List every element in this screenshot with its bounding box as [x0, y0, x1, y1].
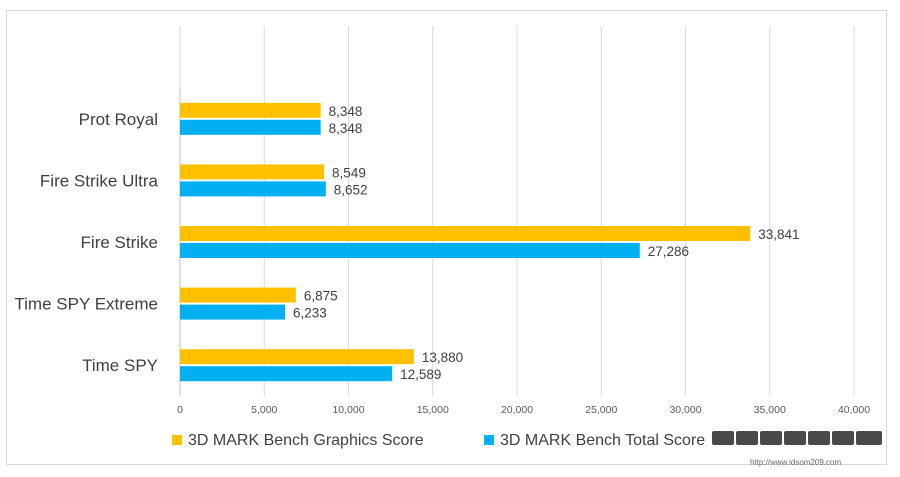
data-label: 8,348 — [329, 104, 363, 119]
total-score-bar — [180, 181, 326, 197]
graphics-score-bar — [180, 287, 296, 303]
legend-swatch-total — [484, 435, 494, 445]
legend: 3D MARK Bench Graphics Score 3D MARK Benc… — [172, 432, 705, 449]
total-score-bar — [180, 119, 321, 135]
watermark-block-3 — [760, 431, 782, 445]
data-label: 27,286 — [648, 244, 689, 259]
data-label: 12,589 — [400, 367, 441, 382]
x-tick-label: 15,000 — [417, 404, 449, 416]
watermark-block-1 — [712, 431, 734, 445]
x-tick-label: 35,000 — [754, 404, 786, 416]
legend-label-graphics: 3D MARK Bench Graphics Score — [188, 432, 424, 449]
legend-label-total: 3D MARK Bench Total Score — [500, 432, 705, 449]
watermark-block-4 — [784, 431, 806, 445]
x-tick-label: 40,000 — [838, 404, 870, 416]
x-tick-label: 0 — [177, 404, 183, 416]
x-tick-label: 25,000 — [585, 404, 617, 416]
labels: 0 5,000 10,000 15,000 20,000 25,000 30,000 35,0… — [14, 104, 870, 416]
category-label: Fire Strike — [81, 233, 158, 252]
watermark-block-2 — [736, 431, 758, 445]
data-label: 8,652 — [334, 182, 368, 197]
gridlines — [179, 26, 855, 396]
data-label: 6,875 — [304, 289, 338, 304]
watermark-logo: http://www.idsom209.com — [712, 431, 882, 467]
total-score-bar — [180, 243, 640, 258]
x-tick-label: 20,000 — [501, 404, 533, 416]
graphics-score-bar — [180, 226, 751, 241]
graphics-score-bar — [180, 102, 321, 118]
category-label: Fire Strike Ultra — [40, 171, 159, 190]
bars — [180, 102, 751, 382]
watermark-block-5 — [808, 431, 830, 445]
data-label: 33,841 — [758, 227, 799, 242]
data-label: 13,880 — [422, 350, 463, 365]
data-label: 8,549 — [332, 165, 366, 180]
graphics-score-bar — [180, 164, 325, 180]
x-tick-label: 10,000 — [332, 404, 364, 416]
graphics-score-bar — [180, 349, 414, 365]
watermark-url: http://www.idsom209.com — [750, 458, 841, 467]
category-label: Prot Royal — [79, 110, 158, 129]
x-tick-label: 5,000 — [251, 404, 277, 416]
x-tick-label: 30,000 — [669, 404, 701, 416]
data-label: 6,233 — [293, 306, 327, 321]
category-label: Time SPY Extreme — [14, 295, 158, 314]
data-label: 8,348 — [329, 121, 363, 136]
category-label: Time SPY — [82, 356, 158, 375]
total-score-bar — [180, 366, 393, 382]
watermark-block-6 — [832, 431, 854, 445]
watermark-block-7 — [856, 431, 882, 445]
total-score-bar — [180, 304, 286, 320]
legend-swatch-graphics — [172, 435, 182, 445]
